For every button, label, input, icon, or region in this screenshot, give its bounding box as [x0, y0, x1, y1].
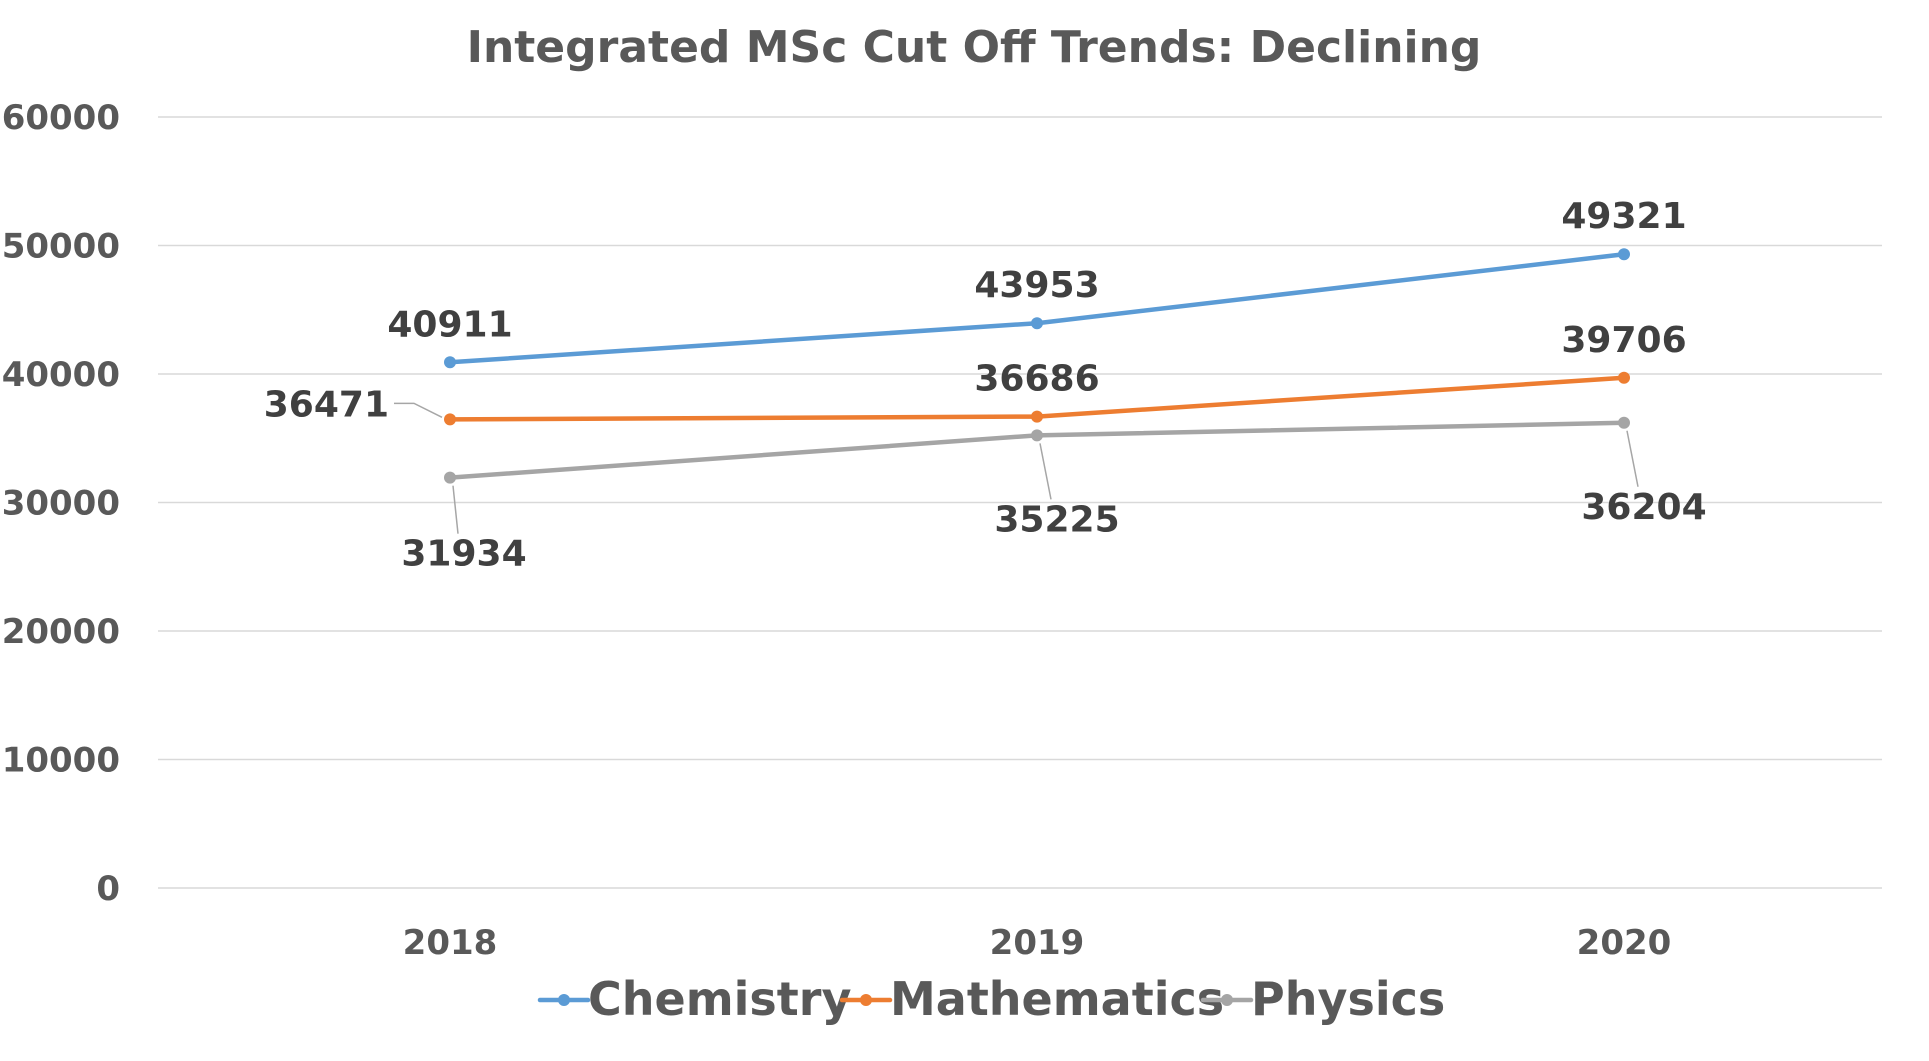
leader-line — [452, 485, 459, 534]
leader-line — [1039, 443, 1052, 500]
y-tick-label: 60000 — [2, 98, 120, 138]
gridlines — [158, 116, 1882, 889]
y-tick-label: 50000 — [2, 227, 120, 267]
legend-marker-icon — [1221, 994, 1233, 1006]
data-point-physics — [1031, 429, 1043, 442]
legend-item-mathematics: Mathematics — [839, 972, 1224, 1026]
y-axis-tick-labels: 0 10000 20000 30000 40000 50000 60000 — [2, 98, 120, 909]
data-label-physics: 35225 — [994, 499, 1119, 540]
series-lines — [444, 248, 1630, 484]
leader-line — [394, 402, 443, 419]
data-labels: 40911 43953 49321 36471 36686 39706 31934 35225… — [264, 196, 1707, 574]
legend-label: Mathematics — [890, 972, 1224, 1026]
x-tick-label: 2019 — [990, 923, 1085, 963]
y-tick-label: 30000 — [2, 484, 120, 524]
data-point-mathematics — [1031, 410, 1043, 423]
data-label-chemistry: 43953 — [974, 265, 1099, 306]
x-axis-tick-labels: 2018 2019 2020 — [403, 923, 1672, 963]
legend-item-physics: Physics — [1200, 972, 1445, 1026]
data-label-mathematics: 39706 — [1561, 320, 1686, 361]
legend: Chemistry Mathematics Physics — [537, 972, 1445, 1026]
data-point-chemistry — [1031, 317, 1043, 330]
y-tick-label: 0 — [96, 869, 120, 909]
data-label-mathematics: 36471 — [264, 384, 389, 425]
data-point-chemistry — [1618, 248, 1630, 261]
legend-label: Physics — [1251, 972, 1445, 1026]
chart-title: Integrated MSc Cut Off Trends: Declining — [467, 22, 1482, 73]
x-tick-label: 2020 — [1577, 923, 1672, 963]
data-point-physics — [444, 471, 456, 484]
data-label-physics: 31934 — [401, 534, 526, 575]
y-tick-label: 40000 — [2, 355, 120, 395]
data-point-physics — [1618, 416, 1630, 429]
data-label-chemistry: 40911 — [387, 304, 512, 345]
x-tick-label: 2018 — [403, 923, 498, 963]
y-tick-label: 10000 — [2, 741, 120, 781]
y-tick-label: 20000 — [2, 612, 120, 652]
legend-marker-icon — [558, 994, 570, 1006]
data-label-leader-lines — [394, 402, 1639, 534]
data-point-chemistry — [444, 356, 456, 369]
leader-line — [1626, 430, 1639, 487]
data-point-mathematics — [1618, 371, 1630, 384]
legend-marker-icon — [860, 994, 872, 1006]
data-label-physics: 36204 — [1581, 487, 1706, 528]
legend-item-chemistry: Chemistry — [537, 972, 851, 1026]
data-label-mathematics: 36686 — [974, 359, 1099, 400]
data-point-mathematics — [444, 413, 456, 426]
legend-label: Chemistry — [588, 972, 851, 1026]
data-label-chemistry: 49321 — [1561, 196, 1686, 237]
